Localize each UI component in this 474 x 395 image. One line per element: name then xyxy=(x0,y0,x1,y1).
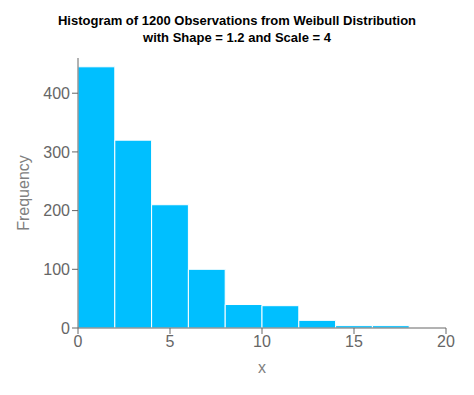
svg-text:5: 5 xyxy=(166,333,175,350)
svg-text:20: 20 xyxy=(437,333,455,350)
svg-text:10: 10 xyxy=(253,333,271,350)
svg-text:15: 15 xyxy=(345,333,363,350)
svg-text:200: 200 xyxy=(43,202,70,219)
svg-text:300: 300 xyxy=(43,144,70,161)
svg-text:0: 0 xyxy=(61,320,70,337)
svg-text:x: x xyxy=(258,359,266,376)
svg-text:Frequency: Frequency xyxy=(15,155,32,231)
svg-text:100: 100 xyxy=(43,261,70,278)
svg-text:400: 400 xyxy=(43,85,70,102)
html-text:Histogram of 1200 Observations: Histogram of 1200 Observations from Weib… xyxy=(58,13,416,28)
html-text:with Shape = 1.2 and Scale = 4: with Shape = 1.2 and Scale = 4 xyxy=(143,30,331,45)
svg-text:0: 0 xyxy=(74,333,83,350)
